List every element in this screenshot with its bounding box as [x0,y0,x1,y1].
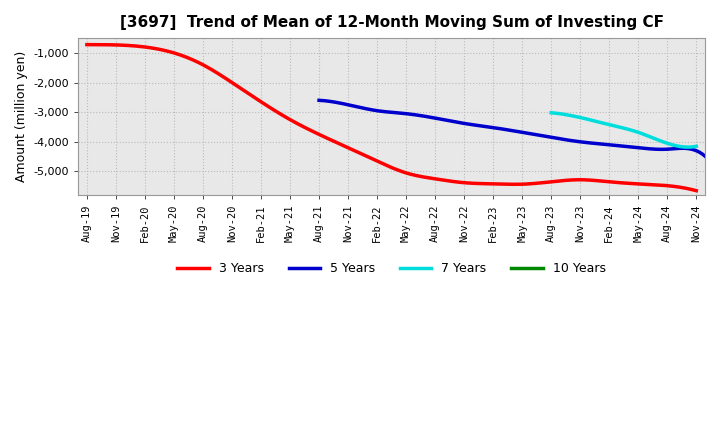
Legend: 3 Years, 5 Years, 7 Years, 10 Years: 3 Years, 5 Years, 7 Years, 10 Years [173,257,611,280]
Title: [3697]  Trend of Mean of 12-Month Moving Sum of Investing CF: [3697] Trend of Mean of 12-Month Moving … [120,15,664,30]
Y-axis label: Amount (million yen): Amount (million yen) [15,51,28,182]
